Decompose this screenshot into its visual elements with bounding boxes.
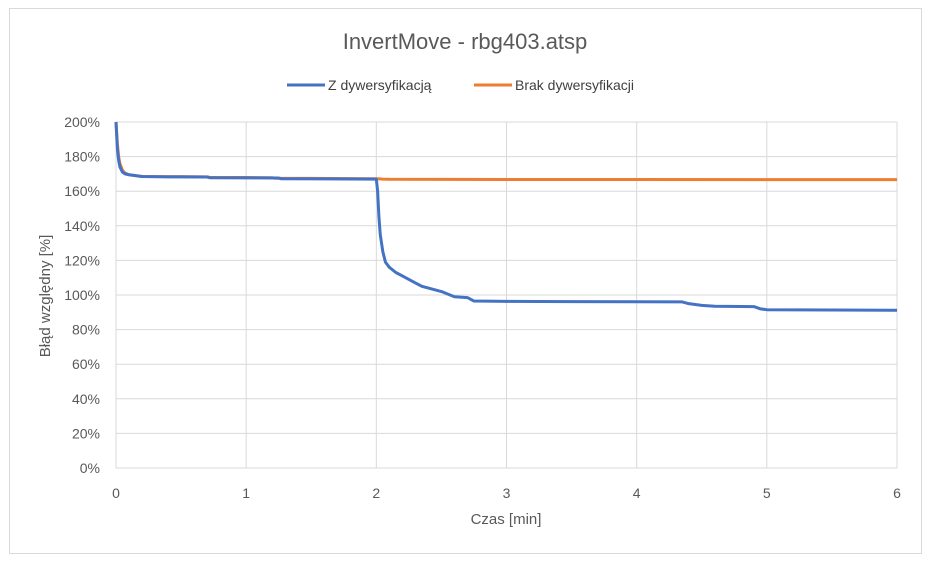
y-tick-label: 40% <box>72 391 100 407</box>
x-tick-label: 3 <box>503 485 511 501</box>
y-axis-ticks: 0% 20% 40% 60% 80% 100% 120% 140% 160% 180% 200% <box>64 114 100 476</box>
x-tick-label: 2 <box>372 485 380 501</box>
legend-label-z-dywersyfikacja: Z dywersyfikacją <box>328 77 432 93</box>
x-tick-label: 6 <box>893 485 901 501</box>
y-tick-label: 60% <box>72 356 100 372</box>
x-tick-label: 0 <box>112 485 120 501</box>
y-tick-label: 200% <box>64 114 100 130</box>
x-tick-label: 5 <box>763 485 771 501</box>
y-tick-label: 100% <box>64 287 100 303</box>
x-tick-label: 1 <box>242 485 250 501</box>
legend-label-brak-dywersyfikacji: Brak dywersyfikacji <box>515 77 634 93</box>
y-tick-label: 20% <box>72 425 100 441</box>
grid <box>115 121 898 469</box>
y-tick-label: 180% <box>64 149 100 165</box>
y-tick-label: 80% <box>72 322 100 338</box>
x-tick-label: 4 <box>633 485 641 501</box>
x-axis-ticks: 0 1 2 3 4 5 6 <box>112 485 901 501</box>
y-tick-label: 0% <box>80 460 100 476</box>
chart-frame <box>9 8 922 554</box>
series-layer <box>114 121 898 312</box>
y-tick-label: 120% <box>64 252 100 268</box>
legend: Z dywersyfikacją Brak dywersyfikacji <box>287 77 634 93</box>
chart-title: InvertMove - rbg403.atsp <box>343 29 588 54</box>
series-line-z-dywersyfikacja <box>114 121 898 312</box>
y-tick-label: 140% <box>64 218 100 234</box>
y-tick-label: 160% <box>64 183 100 199</box>
x-axis-label: Czas [min] <box>471 511 542 528</box>
y-axis-label: Błąd względny [%] <box>37 235 54 358</box>
